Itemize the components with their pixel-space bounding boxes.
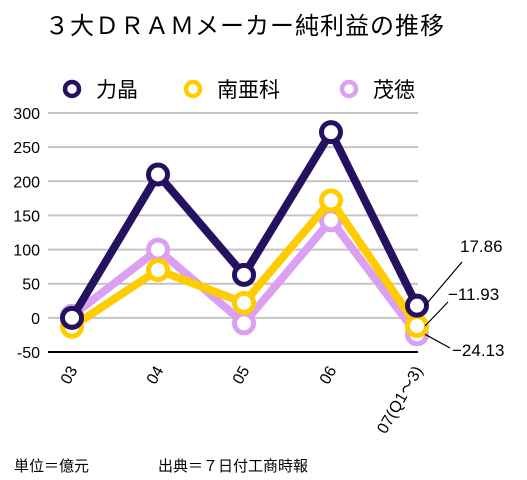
- y-tick-label: 0: [31, 311, 40, 328]
- x-tick-label: 06: [317, 363, 341, 387]
- x-tick-label: 03: [58, 363, 82, 387]
- data-point: [146, 237, 170, 262]
- data-point: [319, 120, 343, 145]
- y-tick-label: 100: [13, 243, 40, 260]
- data-point: [232, 262, 256, 287]
- legend-marker: [339, 79, 359, 99]
- data-point: [319, 188, 343, 213]
- y-tick-label: 150: [13, 208, 40, 225]
- y-tick-label: -50: [17, 345, 40, 362]
- y-tick-label: 300: [13, 106, 40, 123]
- annotation-leader: [424, 261, 463, 307]
- annotation-label: −11.93: [448, 285, 499, 304]
- data-point: [232, 311, 256, 336]
- legend-label: 南亜科: [217, 78, 280, 102]
- unit-note: 単位＝億元: [14, 457, 90, 475]
- x-tick-label: 07(Q1〜3): [374, 364, 426, 437]
- legend-marker: [62, 79, 82, 99]
- data-point: [146, 258, 170, 283]
- x-tick-label: 05: [230, 363, 254, 387]
- chart-title: ３大ＤＲＡＭメーカー純利益の推移: [45, 12, 445, 40]
- annotation-leader: [424, 333, 451, 349]
- data-point: [405, 314, 429, 339]
- source-note: 出典＝７日付工商時報: [158, 457, 309, 475]
- y-tick-label: 250: [13, 140, 40, 157]
- data-point: [60, 305, 84, 330]
- x-tick-label: 04: [144, 363, 168, 387]
- data-point: [146, 162, 170, 187]
- annotation-label: −24.13: [452, 341, 504, 360]
- legend-marker: [183, 79, 203, 99]
- data-point: [405, 293, 429, 318]
- y-tick-label: 200: [13, 174, 40, 191]
- legend-label: 力晶: [96, 78, 138, 102]
- data-point: [232, 290, 256, 315]
- y-tick-label: 50: [22, 277, 40, 294]
- legend-label: 茂徳: [373, 78, 415, 102]
- annotation-leader: [424, 301, 449, 327]
- annotation-label: 17.86: [460, 237, 503, 256]
